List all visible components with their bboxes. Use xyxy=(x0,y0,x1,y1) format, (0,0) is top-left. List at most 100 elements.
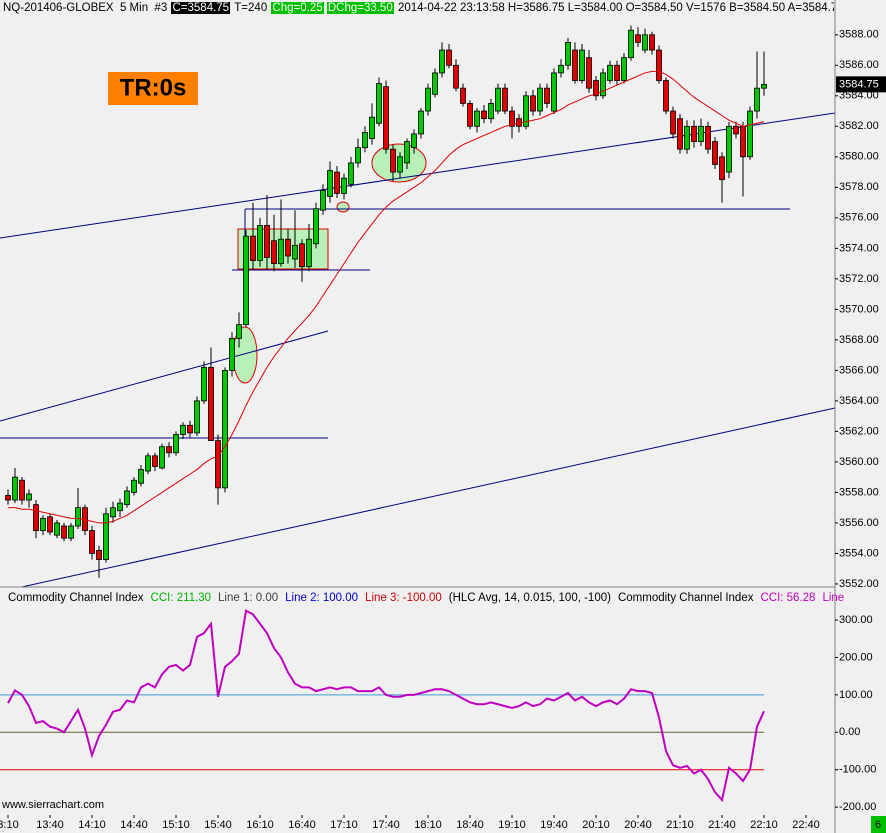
legend-item: CCI: 56.28 xyxy=(760,592,815,604)
candle-body xyxy=(285,238,291,257)
x-tick-label: 15:10 xyxy=(162,819,190,831)
trendline xyxy=(19,407,835,587)
legend-item: Line 1: 0.00 xyxy=(218,592,278,604)
candle-body xyxy=(621,57,627,81)
candle-body xyxy=(747,110,753,158)
bar-info: 2014-04-22 23:13:58 H=3586.75 L=3584.00 … xyxy=(397,2,834,14)
x-tick-label: 21:40 xyxy=(708,819,736,831)
candle-body xyxy=(572,49,578,81)
y-tick-label: 3580.00 xyxy=(839,151,879,163)
candle-body xyxy=(117,502,123,512)
candle-body xyxy=(761,83,767,89)
candle-body xyxy=(61,525,67,539)
legend-item: Commodity Channel Index xyxy=(8,592,144,604)
candle-body xyxy=(362,132,368,149)
x-tick-label: 22:10 xyxy=(750,819,778,831)
candle-body xyxy=(740,125,746,158)
y-tick-label: 0.00 xyxy=(839,726,860,738)
candle-body xyxy=(390,148,396,173)
candle-body xyxy=(635,34,641,43)
candle-body xyxy=(229,337,235,371)
cci-line xyxy=(7,609,765,803)
candle-body xyxy=(677,118,683,150)
current-price-label: 3584.75 xyxy=(839,78,879,90)
x-tick-label: 17:40 xyxy=(372,819,400,831)
candle-body xyxy=(642,34,648,51)
y-tick-label: 3560.00 xyxy=(839,456,879,468)
candle-body xyxy=(327,170,333,197)
corner-box xyxy=(871,816,886,833)
candle-body xyxy=(509,110,515,127)
candle-body xyxy=(54,522,60,536)
candle-body xyxy=(138,469,144,484)
candle-body xyxy=(607,64,613,81)
x-tick-label: 14:40 xyxy=(120,819,148,831)
x-tick-label: 17:10 xyxy=(330,819,358,831)
x-tick-label: 18:10 xyxy=(414,819,442,831)
x-tick-label: 15:40 xyxy=(204,819,232,831)
candle-body xyxy=(404,141,410,164)
legend-item: Line 3: -100.00 xyxy=(365,592,442,604)
candle-body xyxy=(558,64,564,74)
candle-body xyxy=(348,162,354,185)
x-tick-label: 16:10 xyxy=(246,819,274,831)
y-tick-label: 200.00 xyxy=(839,651,873,663)
symbol: NQ-201406-GLOBEX 5 Min #3 xyxy=(3,2,168,14)
x-tick-label: 19:40 xyxy=(540,819,568,831)
candle-body xyxy=(628,29,634,59)
candle-body xyxy=(376,83,382,124)
candle-body xyxy=(145,455,151,472)
y-tick-label: 3570.00 xyxy=(839,303,879,315)
candle-body xyxy=(691,125,697,142)
candle-body xyxy=(460,87,466,104)
candle-body xyxy=(187,424,193,434)
trendline xyxy=(0,330,329,422)
candle-body xyxy=(453,64,459,89)
legend-item: Commodity Channel Index xyxy=(618,592,754,604)
candle-body xyxy=(208,366,214,441)
candle-body xyxy=(257,225,263,261)
header: NQ-201406-GLOBEX 5 Min #3 C=3584.75 T=24… xyxy=(2,1,834,17)
badge: TR:0s xyxy=(120,74,187,101)
y-tick-label: 3558.00 xyxy=(839,486,879,498)
legend-item: Line 2: 100.00 xyxy=(285,592,358,604)
y-tick-label: 3576.00 xyxy=(839,212,879,224)
candle-body xyxy=(201,366,207,402)
candle-body xyxy=(481,110,487,120)
candle-body xyxy=(334,171,340,194)
candle-body xyxy=(474,110,480,127)
candle-body xyxy=(68,525,74,539)
x-tick-label: 13:40 xyxy=(36,819,64,831)
candle-body xyxy=(173,434,179,454)
candle-body xyxy=(712,141,718,165)
candle-body xyxy=(523,95,529,127)
candle-body xyxy=(418,110,424,135)
candle-body xyxy=(495,87,501,112)
candle-body xyxy=(341,177,347,194)
candle-body xyxy=(243,235,249,326)
y-tick-label: 3584.00 xyxy=(839,90,879,102)
candle-body xyxy=(593,80,599,97)
candle-body xyxy=(369,116,375,139)
candle-body xyxy=(12,476,18,501)
candle-body xyxy=(355,147,361,164)
candle-body xyxy=(600,72,606,97)
candle-body xyxy=(467,103,473,127)
candle-body xyxy=(663,80,669,112)
candle-body xyxy=(551,72,557,112)
candle-body xyxy=(439,49,445,74)
candle-body xyxy=(488,103,494,120)
candle-body xyxy=(705,125,711,150)
candle-body xyxy=(131,479,137,493)
candle-body xyxy=(425,87,431,112)
candle-body xyxy=(733,125,739,135)
candle-body xyxy=(215,440,221,489)
day-change: DChg=33.50 xyxy=(326,2,394,14)
y-tick-label: 3562.00 xyxy=(839,425,879,437)
candle-body xyxy=(110,507,116,518)
y-tick-label: 300.00 xyxy=(839,614,873,626)
candle-body xyxy=(432,72,438,95)
candle-body xyxy=(180,424,186,435)
candle-body xyxy=(530,95,536,112)
